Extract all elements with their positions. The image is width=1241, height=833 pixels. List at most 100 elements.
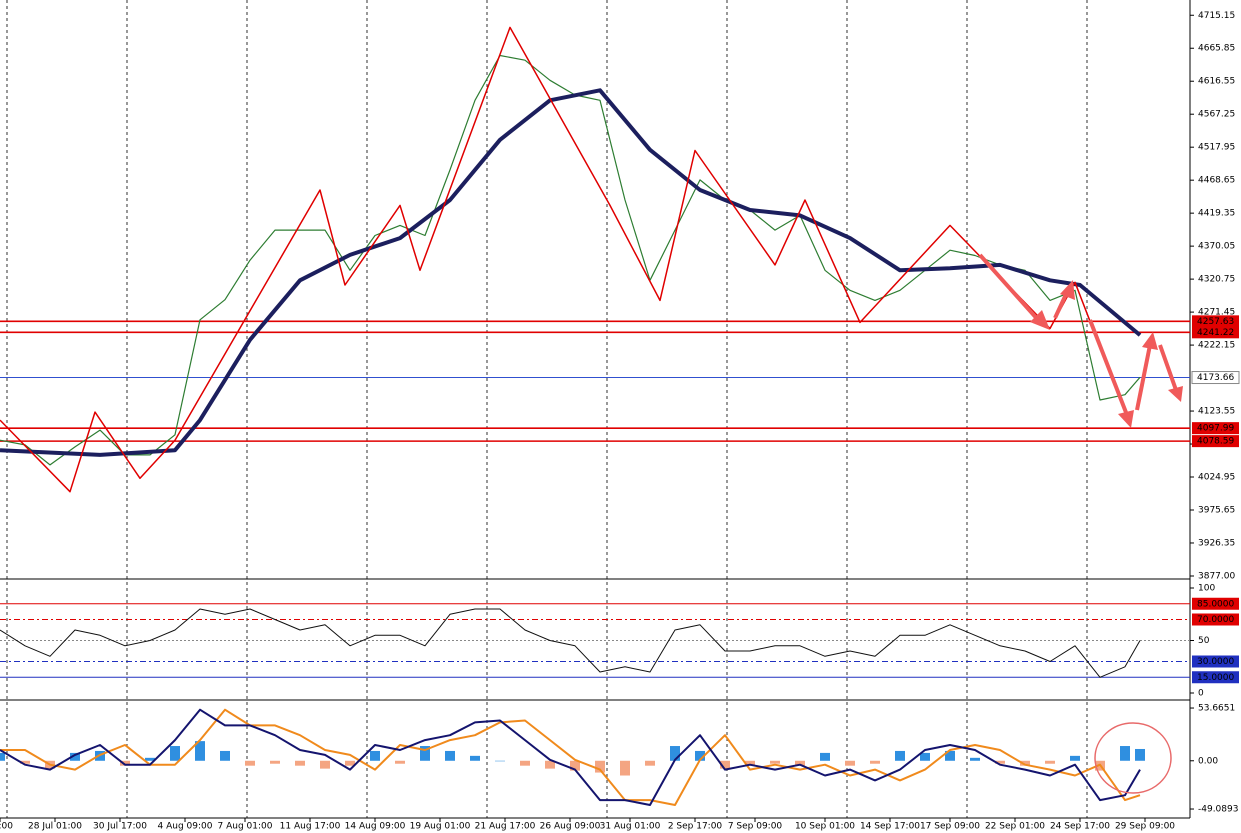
- histogram-bar: [445, 750, 455, 761]
- histogram-bar: [220, 750, 230, 761]
- y-tick-label: 4419.35: [1198, 209, 1235, 219]
- level-label: 4257.63: [1197, 317, 1234, 327]
- histogram-bar: [495, 760, 505, 762]
- x-tick-label: 7 Aug 01:00: [218, 822, 273, 832]
- histogram-bar: [70, 752, 80, 761]
- histogram-bar: [320, 760, 330, 769]
- histogram-bar: [570, 760, 580, 771]
- histogram-bar: [920, 752, 930, 761]
- level-label-box: [1192, 671, 1239, 684]
- histogram-bar: [370, 750, 380, 761]
- histogram-bar: [170, 746, 180, 761]
- x-tick-label: 7 Sep 09:00: [728, 822, 783, 832]
- x-tick-label: 14 Sep 17:00: [860, 822, 920, 832]
- histogram-bar: [1045, 760, 1055, 764]
- y-tick-label: 3926.35: [1198, 538, 1235, 548]
- level-label-box: [1192, 655, 1239, 668]
- series-line: [0, 26, 1131, 493]
- histogram-bar: [1020, 760, 1030, 766]
- histogram-bar: [945, 750, 955, 761]
- x-tick-label: 17 Sep 09:00: [920, 822, 980, 832]
- level-label: 30.0000: [1197, 657, 1234, 667]
- level-label: 70.0000: [1197, 615, 1234, 625]
- y-tick-label: 4024.95: [1198, 473, 1235, 483]
- level-label-box: [1192, 435, 1239, 448]
- x-tick-label: 19 Aug 01:00: [410, 822, 471, 832]
- histogram-bar: [520, 760, 530, 766]
- level-label-box: [1192, 315, 1239, 328]
- level-label: 4097.99: [1197, 424, 1234, 434]
- y-tick-label: 4517.95: [1198, 143, 1235, 153]
- histogram-bar: [295, 760, 305, 766]
- histogram-bar: [620, 760, 630, 776]
- y-tick-label: 53.6651: [1198, 704, 1235, 714]
- level-label: 4241.22: [1197, 328, 1234, 338]
- histogram-bar: [195, 741, 205, 761]
- x-tick-label: 21 Aug 17:00: [475, 822, 536, 832]
- histogram-bar: [845, 760, 855, 766]
- x-tick-label: 4 Aug 09:00: [158, 822, 213, 832]
- x-tick-label: 24 Sep 17:00: [1050, 822, 1110, 832]
- x-tick-label: 26 Aug 09:00: [540, 822, 601, 832]
- series-line: [0, 88, 1142, 457]
- level-label: 4078.59: [1197, 437, 1234, 447]
- y-tick-label: 4715.15: [1198, 11, 1235, 21]
- series-line: [0, 608, 1141, 678]
- histogram-bar: [1070, 755, 1080, 761]
- histogram-bar: [970, 757, 980, 761]
- histogram-bar: [420, 746, 430, 761]
- grid: [6, 0, 1088, 818]
- histogram-bar: [20, 760, 30, 764]
- level-label: 15.0000: [1197, 673, 1234, 683]
- x-tick-label: 14 Aug 09:00: [345, 822, 406, 832]
- x-tick-label: 31 Aug 01:00: [600, 822, 661, 832]
- histogram-bar: [795, 760, 805, 766]
- histogram-bar: [670, 746, 680, 761]
- x-tick-label: 11 Aug 17:00: [280, 822, 341, 832]
- level-label-box: [1192, 422, 1239, 435]
- histogram-bar: [720, 760, 730, 769]
- y-tick-label: 3975.65: [1198, 505, 1235, 515]
- y-tick-label: 100: [1198, 584, 1215, 594]
- histogram-bar: [395, 760, 405, 764]
- histogram-bar: [695, 750, 705, 761]
- series-line: [0, 708, 1141, 806]
- y-tick-label: 4665.85: [1198, 44, 1235, 54]
- histogram-bar: [120, 760, 130, 766]
- histogram-bar: [595, 760, 605, 773]
- y-tick-label: -49.0893: [1198, 805, 1238, 815]
- y-tick-label: 4468.65: [1198, 176, 1235, 186]
- histogram-bar: [470, 755, 480, 761]
- level-label-box: [1192, 597, 1239, 610]
- histogram-bar: [870, 760, 880, 764]
- y-tick-label: 4320.75: [1198, 275, 1235, 285]
- y-tick-label: 0.00: [1198, 756, 1218, 766]
- x-tick-label: 22 Sep 01:00: [985, 822, 1045, 832]
- histogram-bar: [995, 760, 1005, 764]
- histogram-bar: [245, 760, 255, 766]
- histogram-bar: [270, 760, 280, 764]
- level-label-box: [1192, 326, 1239, 339]
- x-tick-label: 29 Sep 09:00: [1115, 822, 1175, 832]
- histogram-bar: [745, 760, 755, 766]
- histogram-bar: [895, 750, 905, 761]
- y-tick-label: 4567.25: [1198, 110, 1235, 120]
- histogram-bar: [0, 752, 5, 761]
- x-tick-label: 10 Sep 01:00: [795, 822, 855, 832]
- y-tick-label: 4123.55: [1198, 407, 1235, 417]
- series-line: [0, 708, 1141, 806]
- y-tick-label: 3877.00: [1198, 571, 1235, 581]
- level-label-box: [1192, 613, 1239, 626]
- y-tick-label: 4271.45: [1198, 308, 1235, 318]
- plot: 4715.15 4665.85 4616.55 4567.25 4517.95 4468.…: [0, 11, 1240, 832]
- histogram-bar: [345, 760, 355, 766]
- histogram-bar: [645, 760, 655, 766]
- histogram-bar: [145, 757, 155, 761]
- x-tick-label: 30 Jul 17:00: [93, 822, 147, 832]
- annotations: [978, 253, 1183, 794]
- frame: [0, 0, 1191, 819]
- y-tick-label: 0: [1198, 689, 1204, 699]
- histogram-bar: [1120, 746, 1130, 761]
- histogram-bar: [820, 752, 830, 761]
